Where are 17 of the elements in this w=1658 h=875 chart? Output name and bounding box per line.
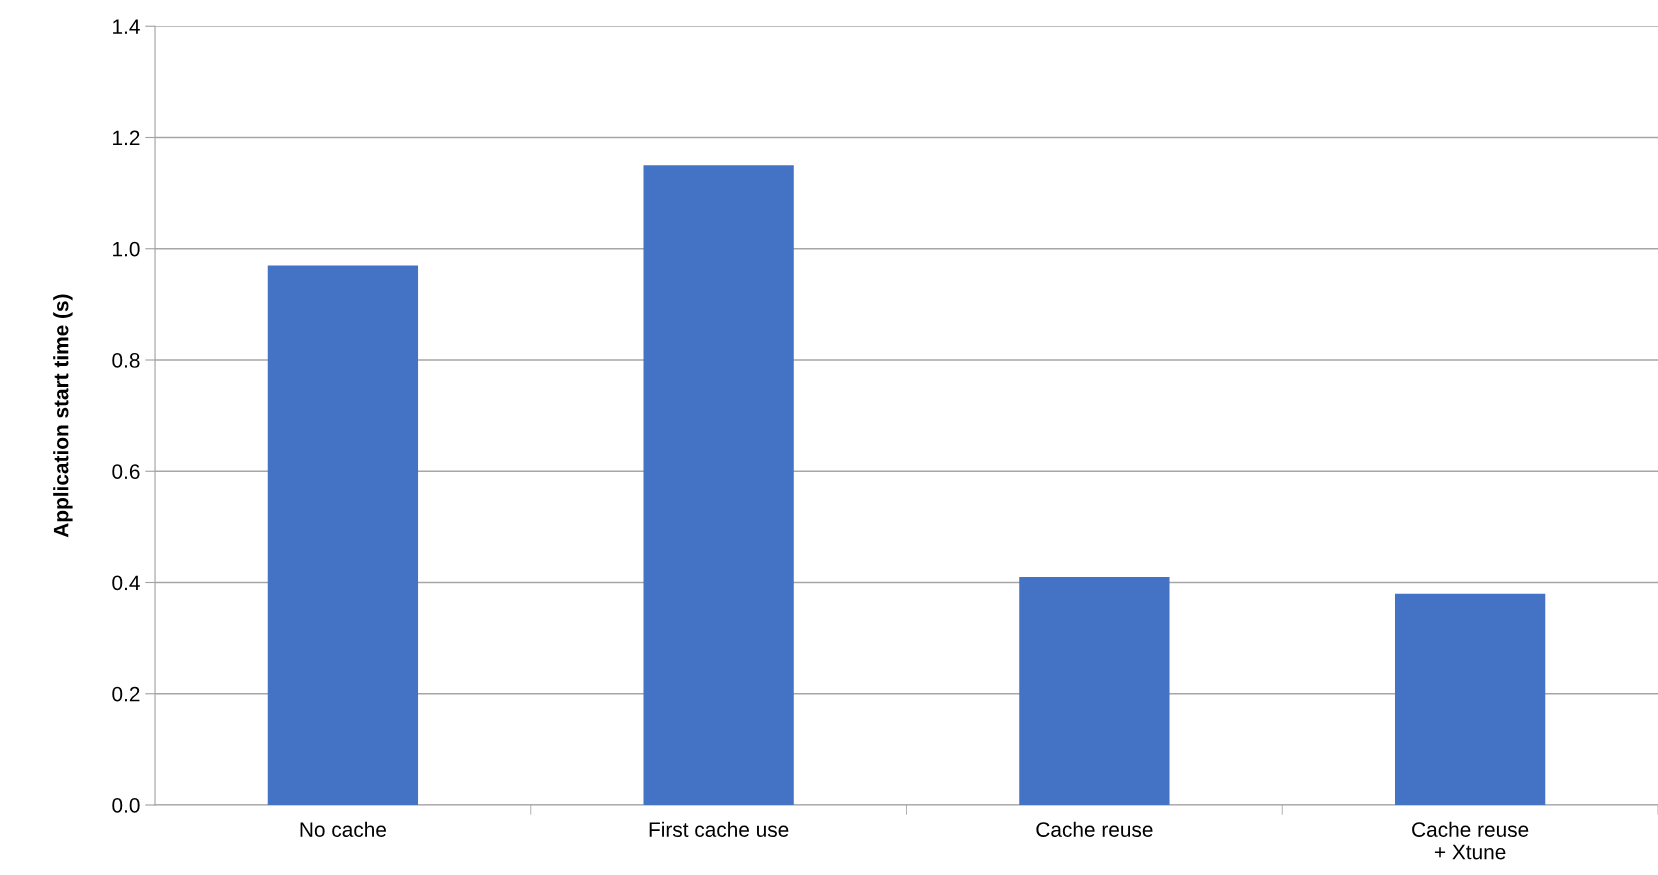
- bar: [267, 265, 419, 805]
- y-tick-label: 0.6: [112, 464, 140, 479]
- y-tick-label: 1.4: [113, 19, 140, 34]
- y-tick-label: 1.2: [113, 130, 140, 146]
- x-tick-label: Cache reuse + Xtune: [1412, 821, 1529, 860]
- y-tick-label: 0.4: [112, 575, 140, 591]
- bar: [1394, 593, 1546, 805]
- y-tick-label: 0.2: [112, 686, 140, 702]
- bar: [643, 165, 794, 805]
- x-tick-label: Cache reuse: [1036, 821, 1153, 837]
- bar: [1019, 576, 1170, 805]
- y-tick-label: 0.8: [112, 353, 140, 368]
- x-tick-label: First cache use: [649, 821, 789, 837]
- y-tick-label: 0.0: [112, 798, 140, 813]
- y-axis-title: Application start time (s): [53, 294, 73, 538]
- y-tick-label: 1.0: [113, 241, 140, 257]
- x-tick-label: No cache: [300, 821, 386, 837]
